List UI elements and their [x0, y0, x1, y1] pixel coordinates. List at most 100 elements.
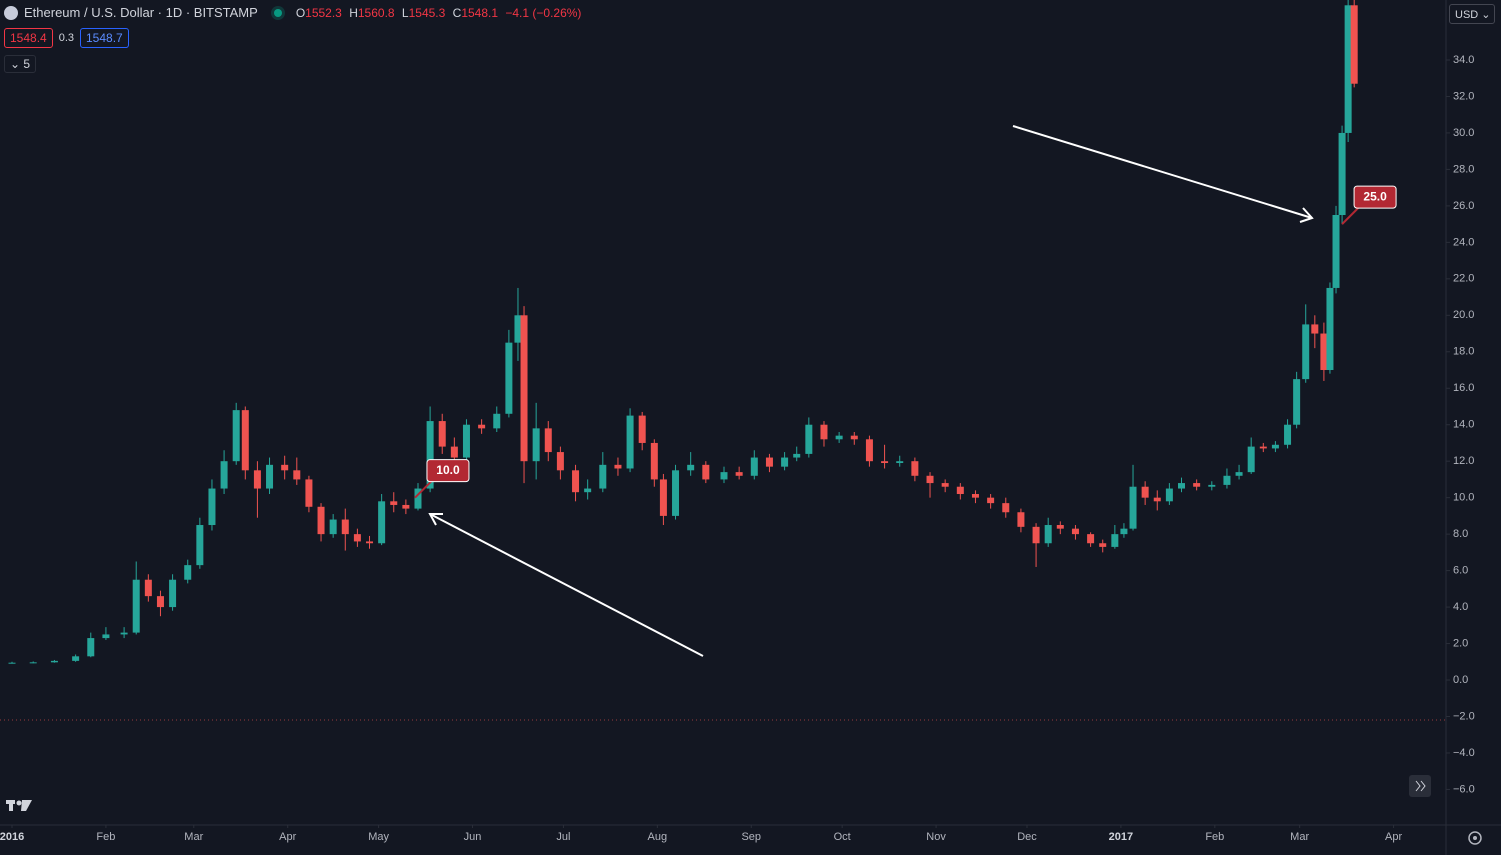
candle-body: [793, 453, 801, 458]
candle-body: [1247, 446, 1255, 473]
candle-body: [220, 461, 228, 489]
y-tick-label: 32.0: [1453, 90, 1474, 102]
candle-body: [1326, 287, 1334, 371]
candle-body: [29, 662, 37, 664]
candle-body: [253, 470, 261, 489]
x-tick-label: 2017: [1109, 831, 1133, 843]
candle-body: [241, 410, 249, 471]
x-tick-label: Aug: [648, 831, 668, 843]
x-tick-label: Apr: [1385, 831, 1402, 843]
candle-body: [390, 501, 398, 505]
candle-body: [1332, 215, 1340, 288]
arrow-head: [1299, 207, 1314, 223]
x-tick-label: Apr: [279, 831, 296, 843]
callout-label: 10.0: [436, 463, 460, 477]
candle-body: [1032, 526, 1040, 544]
candle-body: [865, 439, 873, 462]
spread: 0.3: [58, 32, 74, 44]
candle-body: [1344, 5, 1352, 133]
buy-price[interactable]: 1548.7: [80, 28, 129, 48]
candle-body: [650, 442, 658, 480]
ohlc-key: O: [295, 5, 306, 20]
candle-body: [156, 596, 164, 608]
callout-label: 25.0: [1363, 189, 1387, 203]
y-tick-label: 18.0: [1453, 346, 1474, 358]
y-tick-label: 16.0: [1453, 382, 1474, 394]
x-tick-label: Oct: [834, 831, 851, 843]
candle-body: [305, 479, 313, 507]
candle-body: [1111, 534, 1119, 547]
candle-body: [102, 634, 110, 639]
candle-body: [169, 579, 177, 608]
candle-body: [881, 461, 889, 464]
market-status: [273, 8, 282, 17]
candle-body: [414, 488, 422, 509]
sell-price[interactable]: 1548.4: [4, 28, 53, 48]
y-tick-label: −2.0: [1453, 710, 1475, 722]
candle-body: [1338, 132, 1346, 216]
x-tick-label: Mar: [1290, 831, 1309, 843]
x-tick-label: Mar: [184, 831, 203, 843]
candle-body: [544, 428, 552, 453]
candle-body: [329, 519, 337, 535]
candle-body: [911, 461, 919, 476]
candle-body: [1120, 528, 1128, 535]
y-tick-label: 30.0: [1453, 127, 1474, 139]
y-tick-label: 6.0: [1453, 565, 1468, 577]
candle-body: [1284, 424, 1292, 445]
ohlc-value: 1560.8: [357, 5, 395, 20]
candle-body: [450, 446, 458, 458]
x-tick-label: Jun: [464, 831, 482, 843]
candle-body: [1193, 483, 1201, 487]
candle-body: [835, 435, 843, 440]
candle-body: [626, 415, 634, 469]
candle-body: [341, 519, 349, 535]
candle-body: [1271, 444, 1279, 449]
candle-body: [1223, 475, 1231, 485]
candle-body: [1017, 512, 1025, 527]
candle-body: [317, 506, 325, 535]
callout-pointer: [414, 478, 434, 499]
y-tick-label: 20.0: [1453, 309, 1474, 321]
candle-body: [735, 472, 743, 476]
candle-body: [402, 504, 410, 509]
callout-box: [1353, 185, 1397, 209]
currency-select[interactable]: USD ⌄: [1449, 4, 1495, 24]
candle-body: [556, 452, 564, 471]
candle-body: [672, 470, 680, 516]
candle-body: [232, 410, 240, 462]
scroll-button[interactable]: [1409, 775, 1431, 797]
quote-row: 1548.4 0.3 1548.7: [4, 28, 129, 48]
y-tick-label: 12.0: [1453, 455, 1474, 467]
candle-body: [1099, 543, 1107, 547]
candle-body: [1208, 484, 1216, 487]
candle-body: [366, 541, 374, 544]
candle-body: [378, 501, 386, 544]
candle-body: [614, 464, 622, 469]
symbol-title[interactable]: Ethereum / U.S. Dollar · 1D · BITSTAMP: [24, 5, 258, 20]
candle-body: [850, 435, 858, 440]
candle-body: [281, 464, 289, 471]
candle-body: [184, 565, 192, 580]
arrow: [1012, 125, 1313, 219]
settings-button[interactable]: [1468, 831, 1482, 845]
candle-body: [196, 525, 204, 566]
indicators-toggle[interactable]: ⌄ 5: [4, 55, 37, 73]
candle-body: [132, 579, 140, 633]
candle-body: [971, 494, 979, 498]
candle-body: [1056, 525, 1064, 529]
candle-body: [438, 421, 446, 447]
candle-body: [1177, 483, 1185, 489]
candle-body: [702, 464, 710, 480]
candle-body: [87, 638, 95, 657]
candle-body: [584, 488, 592, 493]
candle-body: [941, 483, 949, 487]
candle-body: [1153, 497, 1161, 502]
x-tick-label: Jul: [556, 831, 570, 843]
candle-body: [514, 315, 522, 343]
arrow-head: [428, 513, 443, 526]
currency: USD: [1455, 9, 1479, 21]
candle-body: [1320, 333, 1328, 371]
